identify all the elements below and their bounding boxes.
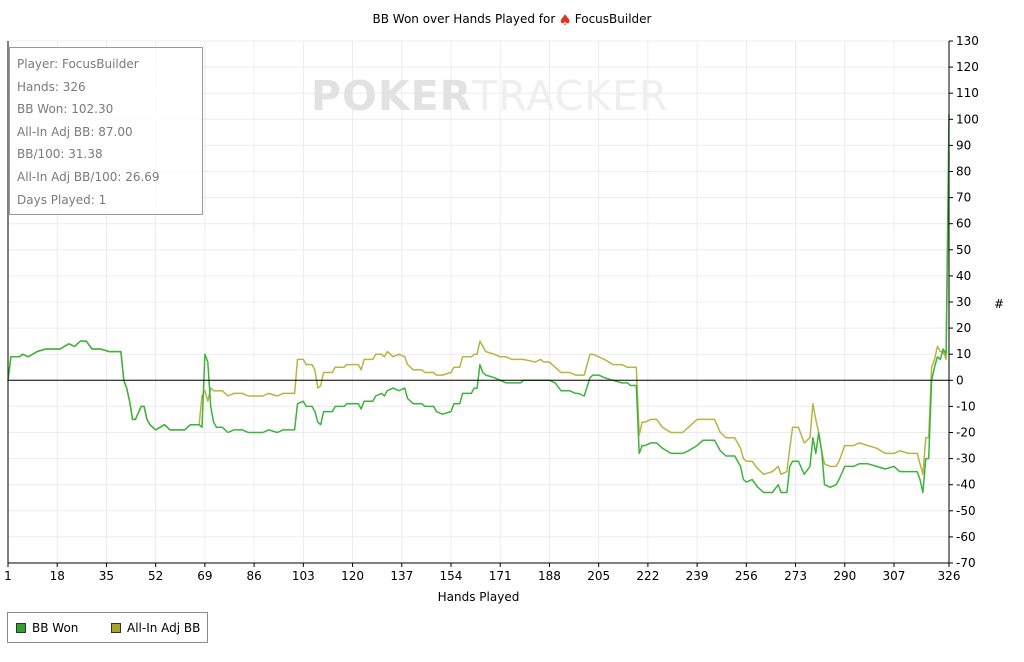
- y-tick-label: 70: [956, 191, 971, 205]
- x-tick-label: 86: [246, 569, 261, 583]
- axis-layer: 1301201101009080706050403020100-10-20-30…: [4, 34, 979, 583]
- y-tick-label: 40: [956, 269, 971, 283]
- series-layer: [7, 114, 950, 494]
- y-tick-label: -20: [956, 426, 976, 440]
- legend-label-bb-won: BB Won: [32, 621, 79, 635]
- y-tick-label: 120: [956, 60, 979, 74]
- chart-title-player: FocusBuilder: [574, 12, 652, 26]
- y-tick-label: 30: [956, 295, 971, 309]
- y-tick-label: 90: [956, 138, 971, 152]
- x-tick-label: 307: [883, 569, 906, 583]
- y-tick-label: 80: [956, 165, 971, 179]
- legend-swatch-allin-adj-bb: [111, 623, 121, 633]
- x-tick-label: 154: [440, 569, 463, 583]
- chart-legend: BB Won All-In Adj BB: [7, 612, 208, 643]
- y-tick-label: -10: [956, 399, 976, 413]
- spade-icon: ♠: [558, 11, 572, 29]
- watermark-logo: POKERTRACKER: [311, 72, 668, 120]
- y-tick-label: -60: [956, 530, 976, 544]
- info-allin-adj-bb: All-In Adj BB: 87.00: [17, 124, 133, 139]
- x-tick-label: 222: [636, 569, 659, 583]
- y-tick-label: -70: [956, 556, 976, 570]
- y-tick-label: -30: [956, 452, 976, 466]
- x-tick-label: 69: [197, 569, 212, 583]
- y-tick-label: 60: [956, 217, 971, 231]
- watermark-part2: TRACKER: [472, 72, 669, 120]
- y-tick-label: 130: [956, 34, 979, 48]
- x-tick-label: 188: [538, 569, 561, 583]
- x-axis-label: Hands Played: [437, 590, 520, 604]
- chart-title: BB Won over Hands Played for ♠ FocusBuilde…: [0, 11, 1024, 29]
- x-tick-label: 326: [938, 569, 961, 583]
- info-hands: Hands: 326: [17, 79, 86, 94]
- y-tick-label: 10: [956, 347, 971, 361]
- info-days-played: Days Played: 1: [17, 192, 107, 207]
- x-tick-label: 52: [148, 569, 163, 583]
- info-player: Player: FocusBuilder: [17, 57, 139, 71]
- stats-info-box: Player: FocusBuilder Hands: 326 BB Won: …: [9, 47, 203, 215]
- legend-item-bb-won[interactable]: BB Won: [16, 621, 78, 635]
- y-tick-label: 110: [956, 86, 979, 100]
- watermark-part1: POKER: [311, 72, 473, 120]
- x-tick-label: 205: [587, 569, 610, 583]
- y-tick-label: 0: [956, 373, 964, 387]
- y-tick-label: 50: [956, 243, 971, 257]
- info-bb-per-100: BB/100: 31.38: [17, 147, 103, 162]
- x-tick-label: 273: [784, 569, 807, 583]
- x-tick-label: 239: [686, 569, 709, 583]
- info-allin-adj-bb-per-100: All-In Adj BB/100: 26.69: [17, 169, 160, 184]
- x-tick-label: 256: [735, 569, 758, 583]
- x-tick-label: 103: [292, 569, 315, 583]
- x-tick-label: 1: [4, 569, 12, 583]
- y-tick-label: 20: [956, 321, 971, 335]
- x-tick-label: 18: [50, 569, 65, 583]
- x-tick-label: 35: [99, 569, 114, 583]
- x-tick-label: 137: [390, 569, 413, 583]
- legend-label-allin-adj-bb: All-In Adj BB: [127, 621, 201, 635]
- chart-title-text: BB Won over Hands Played for: [372, 12, 556, 26]
- legend-swatch-bb-won: [16, 623, 26, 633]
- series-line-bb-won: [7, 114, 950, 494]
- x-tick-label: 171: [489, 569, 512, 583]
- info-bb-won: BB Won: 102.30: [17, 102, 114, 117]
- x-tick-label: 290: [833, 569, 856, 583]
- y-axis-label: #: [994, 297, 1005, 311]
- y-tick-label: -50: [956, 504, 976, 518]
- x-tick-label: 120: [341, 569, 364, 583]
- y-tick-label: 100: [956, 112, 979, 126]
- y-tick-label: -40: [956, 478, 976, 492]
- legend-item-allin-adj-bb[interactable]: All-In Adj BB: [111, 621, 200, 635]
